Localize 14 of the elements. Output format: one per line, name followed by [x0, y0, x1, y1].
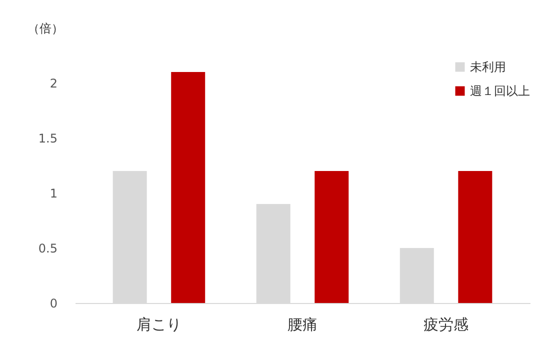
legend-label: 週１回以上 [470, 84, 530, 98]
y-tick-label: 2 [50, 76, 58, 90]
y-tick-label: 0.5 [38, 242, 58, 256]
x-tick-label: 肩こり [136, 316, 182, 334]
bar [314, 171, 349, 303]
bar [458, 171, 492, 303]
legend-label: 未利用 [470, 60, 506, 74]
y-tick-label: 0 [50, 296, 58, 310]
bar [171, 72, 206, 303]
x-tick-label: 腰痛 [288, 316, 318, 334]
y-tick-label: 1.5 [38, 132, 58, 146]
y-axis-title: （倍） [28, 22, 64, 36]
y-tick-label: 1 [50, 186, 58, 200]
x-tick-label: 疲労感 [424, 316, 469, 334]
